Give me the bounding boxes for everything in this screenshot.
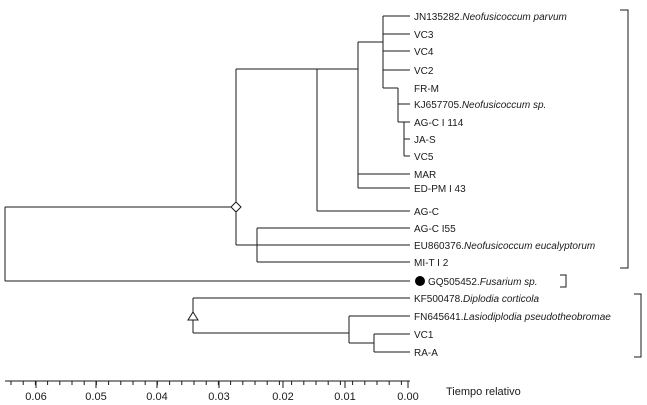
clade-bracket-botryosphaeriaceae [634,293,642,358]
leaf-label: VC4 [414,47,434,58]
clade-bracket-fusarium [560,274,567,288]
leaf-label: ED-PM I 43 [414,184,466,195]
leaf-label: VC5 [414,152,434,163]
leaf-label: VC1 [414,330,434,341]
axis-title: Tiempo relativo [446,386,521,398]
diamond-node-marker [230,201,242,213]
leaf-label: RA-A [414,348,438,359]
leaf-label: AG-C [414,207,439,218]
time-axis: 0.06 0.05 0.04 0.03 0.02 0.01 0.00 Tiempo rela… [5,380,521,403]
axis-tick-label: 0.05 [85,391,106,403]
axis-tick-label: 0.03 [208,391,229,403]
leaf-label: VC2 [414,66,434,77]
leaf-label: MAR [414,170,436,181]
leaf-label: EU860376.Neofusicoccum eucalyptorum [414,241,595,252]
leaf-label: VC3 [414,30,434,41]
leaf-label: MI-T I 2 [414,258,449,269]
leaf-labels: JN135282.Neofusicoccum parvum VC3 VC4 VC… [414,12,611,359]
leaf-label: KF500478.Diplodia corticola [414,294,540,305]
clade-bracket-neofusicoccum [620,9,629,269]
leaf-label: KJ657705.Neofusicoccum sp. [414,100,546,111]
tree-branches [4,15,410,353]
leaf-label: GQ505452.Fusarium sp. [428,277,538,288]
leaf-label: JN135282.Neofusicoccum parvum [414,12,567,23]
axis-tick-label: 0.00 [397,391,418,403]
axis-tick-label: 0.04 [146,391,167,403]
triangle-node-marker [187,311,199,321]
leaf-label: AG-C I 114 [414,118,464,129]
filled-circle-marker [415,276,425,286]
leaf-label: FR-M [414,84,439,95]
axis-tick-label: 0.06 [25,391,46,403]
leaf-label: FN645641.Lasiodiplodia pseudotheobromae [414,312,611,323]
axis-tick-label: 0.02 [272,391,293,403]
leaf-label: AG-C I55 [414,224,456,235]
axis-tick-label: 0.01 [334,391,355,403]
leaf-label: JA-S [414,135,436,146]
